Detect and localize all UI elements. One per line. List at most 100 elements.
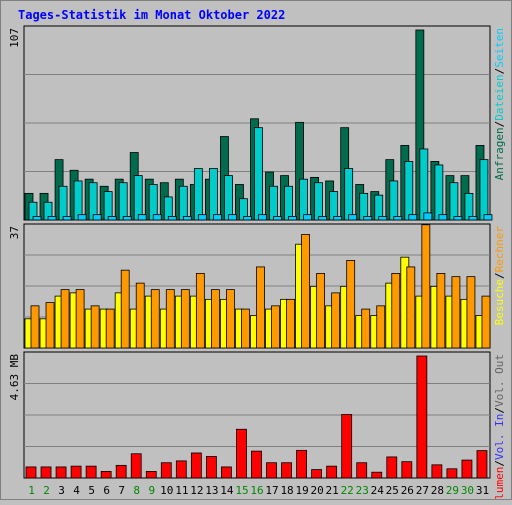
- bar-bottom-volumen-day-30: [461, 459, 473, 479]
- bar-bottom-volumen-day-13: [205, 455, 217, 479]
- x-tick-label-21: 21: [326, 484, 339, 497]
- bar-top-seiten-day-18: [288, 216, 297, 221]
- x-tick-label-11: 11: [175, 484, 188, 497]
- legend-item-middle-2: Rechner: [493, 226, 506, 273]
- x-tick-label-27: 27: [416, 484, 429, 497]
- legend-item-bottom-4: Vol. Out: [493, 354, 506, 407]
- bar-bottom-volumen-day-28: [431, 464, 443, 479]
- x-tick-label-14: 14: [220, 484, 234, 497]
- bar-middle-rechner-day-24: [376, 305, 386, 349]
- bar-bottom-volumen-day-15: [236, 428, 247, 479]
- bar-middle-rechner-day-15: [241, 308, 250, 349]
- bar-bottom-volumen-day-10: [160, 462, 172, 479]
- bar-middle-rechner-day-1: [30, 305, 40, 349]
- bar-bottom-volumen-day-12: [190, 452, 202, 479]
- bar-middle-rechner-day-14: [226, 289, 235, 349]
- bar-middle-rechner-day-26: [406, 266, 416, 349]
- bar-top-dateien-day-11: [178, 185, 188, 221]
- x-tick-label-25: 25: [386, 484, 399, 497]
- legend-item-bottom-1: /: [493, 460, 506, 467]
- legend-item-top-3: /: [493, 68, 506, 75]
- bar-top-seiten-day-1: [32, 216, 42, 221]
- bar-top-dateien-day-26: [404, 161, 414, 221]
- bar-top-seiten-day-22: [348, 214, 358, 221]
- bar-top-dateien-day-28: [434, 164, 444, 221]
- x-tick-label-26: 26: [401, 484, 414, 497]
- bar-middle-rechner-day-16: [256, 266, 265, 349]
- bar-bottom-volumen-day-11: [175, 460, 187, 479]
- bar-middle-rechner-day-3: [60, 289, 70, 349]
- bar-top-dateien-day-19: [299, 178, 308, 221]
- bar-middle-rechner-day-9: [150, 289, 160, 349]
- x-tick-label-3: 3: [58, 484, 65, 497]
- bar-bottom-volumen-day-9: [145, 471, 157, 479]
- bar-top-dateien-day-23: [359, 192, 369, 221]
- bar-top-dateien-day-8: [133, 175, 143, 221]
- x-tick-label-2: 2: [43, 484, 50, 497]
- bar-bottom-volumen-day-17: [266, 462, 277, 479]
- bar-top-seiten-day-21: [333, 216, 343, 221]
- bar-bottom-volumen-day-24: [371, 471, 383, 479]
- bar-middle-rechner-day-27: [421, 224, 431, 349]
- bar-bottom-volumen-day-7: [115, 464, 127, 479]
- bar-top-dateien-day-17: [269, 185, 278, 221]
- bar-bottom-volumen-day-8: [130, 453, 142, 479]
- bar-middle-rechner-day-31: [481, 295, 491, 349]
- bar-top-dateien-day-14: [224, 175, 233, 221]
- bar-top-seiten-day-14: [228, 214, 237, 221]
- x-tick-label-20: 20: [311, 484, 324, 497]
- bar-top-dateien-day-21: [329, 191, 339, 221]
- bar-top-dateien-day-18: [284, 185, 293, 221]
- bar-bottom-volumen-day-26: [401, 461, 413, 479]
- bar-top-dateien-day-22: [344, 168, 354, 221]
- bar-bottom-volumen-day-19: [296, 449, 307, 479]
- bar-top-seiten-day-11: [182, 216, 192, 221]
- bar-top-seiten-day-20: [318, 216, 328, 221]
- bar-bottom-volumen-day-6: [100, 471, 112, 479]
- bar-top-dateien-day-7: [118, 182, 128, 221]
- y-max-label-bottom: 4.63 MB: [8, 354, 21, 401]
- bar-top-seiten-day-5: [92, 214, 102, 221]
- bar-bottom-volumen-day-5: [85, 465, 97, 479]
- bar-bottom-volumen-day-16: [251, 450, 262, 479]
- bar-top-seiten-day-12: [197, 214, 207, 221]
- x-tick-label-31: 31: [476, 484, 489, 497]
- x-tick-label-10: 10: [160, 484, 173, 497]
- bar-bottom-volumen-day-29: [446, 468, 458, 479]
- bar-middle-rechner-day-25: [391, 273, 401, 349]
- legend-middle: Besuche/Rechner: [493, 226, 506, 326]
- bar-middle-rechner-day-5: [90, 305, 100, 349]
- x-tick-label-30: 30: [461, 484, 474, 497]
- x-tick-label-16: 16: [250, 484, 263, 497]
- legend-item-top-2: Dateien: [493, 74, 506, 120]
- x-tick-label-17: 17: [265, 484, 278, 497]
- bar-bottom-volumen-day-1: [25, 466, 37, 479]
- bar-bottom-volumen-day-23: [356, 462, 368, 479]
- bar-top-dateien-day-30: [464, 192, 474, 221]
- legend-item-bottom-0: Volumen: [493, 467, 506, 500]
- bar-top-seiten-day-24: [378, 216, 388, 221]
- x-tick-label-9: 9: [148, 484, 155, 497]
- x-tick-label-15: 15: [235, 484, 248, 497]
- bar-top-seiten-day-13: [212, 214, 222, 221]
- bar-top-seiten-day-25: [393, 216, 403, 221]
- bar-middle-rechner-day-23: [361, 308, 371, 349]
- bar-top-dateien-day-13: [208, 168, 218, 221]
- bar-bottom-volumen-day-31: [476, 450, 488, 479]
- bar-top-seiten-day-29: [453, 216, 463, 221]
- legend-item-middle-0: Besuche: [493, 279, 506, 325]
- x-tick-label-29: 29: [446, 484, 459, 497]
- bar-middle-rechner-day-30: [466, 276, 476, 349]
- bar-middle-rechner-day-21: [331, 292, 341, 349]
- bar-top-seiten-day-3: [62, 216, 72, 221]
- bar-middle-rechner-day-29: [451, 276, 461, 349]
- bar-middle-rechner-day-22: [346, 260, 356, 349]
- bar-bottom-volumen-day-3: [55, 466, 67, 479]
- x-tick-label-19: 19: [295, 484, 308, 497]
- x-tick-label-13: 13: [205, 484, 218, 497]
- bar-middle-rechner-day-18: [286, 298, 295, 349]
- bar-bottom-volumen-day-20: [311, 469, 323, 479]
- legend-item-middle-1: /: [493, 272, 506, 279]
- bar-top-seiten-day-26: [408, 214, 418, 221]
